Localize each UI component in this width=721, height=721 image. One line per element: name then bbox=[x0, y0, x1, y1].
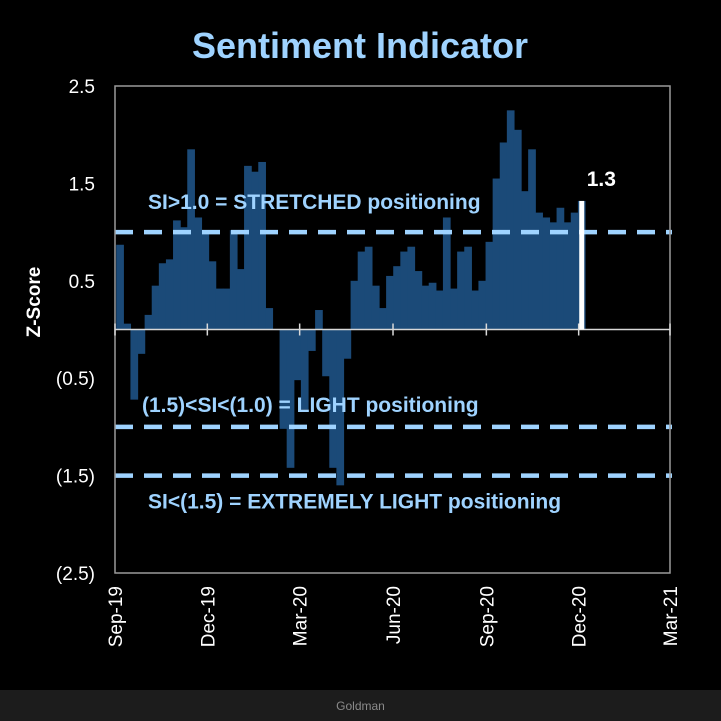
sentiment-chart-svg: Sentiment Indicator Z-Score SI>1.0 = STR… bbox=[24, 25, 682, 647]
bar bbox=[570, 212, 579, 330]
bar bbox=[144, 314, 153, 330]
bar bbox=[521, 191, 529, 330]
bar bbox=[130, 329, 139, 400]
bar bbox=[407, 246, 416, 330]
bar bbox=[236, 269, 245, 330]
bar bbox=[116, 244, 124, 330]
reference-lines-group: SI>1.0 = STRETCHED positioning (1.5)<SI<(… bbox=[115, 191, 672, 514]
latest-value-bar bbox=[579, 200, 585, 330]
bar bbox=[286, 329, 295, 468]
bar bbox=[386, 275, 394, 330]
bar bbox=[485, 241, 494, 330]
bar bbox=[357, 251, 366, 330]
bar bbox=[300, 329, 309, 410]
bar bbox=[258, 161, 266, 330]
bar bbox=[293, 329, 302, 381]
y-tick-label: 2.5 bbox=[69, 77, 95, 98]
bar bbox=[194, 217, 203, 330]
bar bbox=[279, 329, 288, 429]
bar bbox=[343, 329, 352, 359]
bar bbox=[123, 323, 132, 330]
bar bbox=[421, 285, 430, 330]
y-tick-labels: 2.5 1.5 0.5 (0.5) (1.5) (2.5) bbox=[56, 77, 95, 585]
bar bbox=[371, 285, 380, 330]
bar bbox=[506, 110, 515, 330]
bar bbox=[244, 165, 252, 330]
chart-area: Sentiment Indicator Z-Score SI>1.0 = STR… bbox=[24, 25, 682, 648]
bar bbox=[322, 329, 330, 377]
bar bbox=[151, 285, 160, 330]
bar bbox=[400, 251, 409, 330]
bar bbox=[442, 217, 451, 330]
x-tick-labels: Sep-19 Dec-19 Mar-20 Jun-20 Sep-20 Dec-20 Mar-… bbox=[106, 586, 682, 647]
x-tick-label: Mar-21 bbox=[661, 586, 682, 646]
bar bbox=[180, 227, 188, 330]
bar bbox=[251, 171, 259, 330]
latest-value-group: 1.3 bbox=[579, 168, 616, 330]
bar bbox=[435, 290, 444, 330]
bars-group bbox=[116, 110, 586, 486]
bar bbox=[173, 220, 181, 330]
axes-group bbox=[114, 85, 671, 574]
bar bbox=[535, 212, 543, 330]
y-tick-label: (1.5) bbox=[56, 467, 95, 488]
bar bbox=[187, 149, 195, 330]
bar bbox=[201, 232, 210, 330]
bar bbox=[329, 329, 337, 468]
bar bbox=[542, 217, 551, 330]
reference-annotation: SI<(1.5) = EXTREMELY LIGHT positioning bbox=[148, 491, 561, 514]
bar bbox=[450, 288, 458, 330]
bar bbox=[471, 290, 480, 330]
bar bbox=[215, 288, 224, 330]
chart-title: Sentiment Indicator bbox=[192, 25, 528, 66]
bar bbox=[478, 280, 487, 330]
x-tick-label: Sep-19 bbox=[106, 586, 127, 647]
bar bbox=[379, 308, 387, 330]
bar bbox=[563, 222, 572, 330]
bar bbox=[492, 178, 501, 330]
y-tick-label: 0.5 bbox=[69, 272, 95, 293]
y-tick-label: 1.5 bbox=[69, 174, 95, 195]
y-tick-label: (0.5) bbox=[56, 369, 95, 390]
bar bbox=[464, 246, 472, 330]
bar bbox=[350, 280, 359, 330]
reference-annotation: SI>1.0 = STRETCHED positioning bbox=[148, 191, 481, 214]
bar bbox=[137, 329, 146, 354]
bar bbox=[222, 288, 231, 330]
x-tick-label: Jun-20 bbox=[384, 586, 405, 644]
reference-annotation: (1.5)<SI<(1.0) = LIGHT positioning bbox=[142, 394, 479, 417]
bar bbox=[414, 271, 423, 330]
bar bbox=[528, 149, 536, 330]
bar bbox=[428, 282, 437, 330]
bar bbox=[513, 129, 522, 330]
x-tick-label: Mar-20 bbox=[291, 586, 312, 646]
y-tick-label: (2.5) bbox=[56, 564, 95, 585]
x-tick-label: Dec-20 bbox=[570, 586, 591, 647]
bar bbox=[336, 329, 345, 486]
bar bbox=[499, 142, 508, 330]
bar bbox=[364, 246, 373, 330]
bar bbox=[307, 329, 316, 351]
latest-value-label: 1.3 bbox=[587, 168, 616, 191]
bar bbox=[208, 261, 217, 330]
caption-bar: Goldman bbox=[0, 690, 721, 721]
bar bbox=[549, 222, 558, 330]
bar bbox=[556, 207, 565, 330]
x-tick-label: Dec-19 bbox=[198, 586, 219, 647]
bar bbox=[393, 266, 401, 330]
bar bbox=[265, 308, 274, 330]
bar bbox=[165, 259, 174, 330]
x-tick-label: Sep-20 bbox=[477, 586, 498, 647]
y-axis-label: Z-Score bbox=[24, 267, 45, 338]
bar bbox=[158, 263, 167, 330]
source-caption: Goldman bbox=[336, 698, 385, 713]
bar bbox=[315, 310, 323, 330]
bar bbox=[229, 230, 238, 330]
bar bbox=[457, 251, 465, 330]
